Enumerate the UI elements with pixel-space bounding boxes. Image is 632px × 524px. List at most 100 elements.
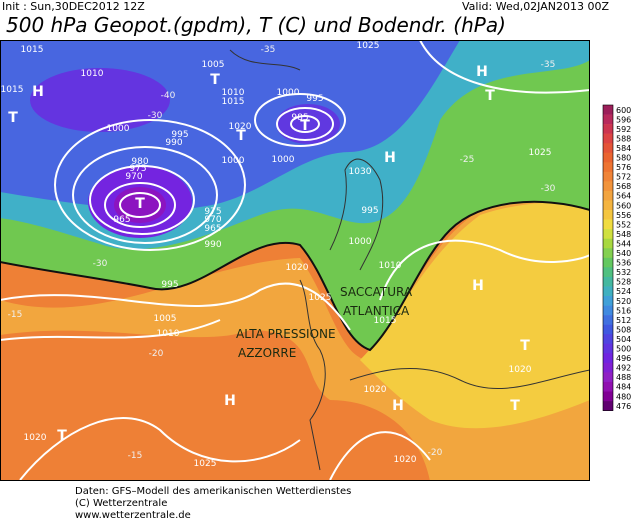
isoline-label: -25 <box>460 155 475 165</box>
isoline-label: 980 <box>131 157 148 167</box>
scale-cell <box>603 124 613 134</box>
footer-line: www.wetterzentrale.de <box>75 510 191 519</box>
scale-cell <box>603 267 613 278</box>
pressure-center: T <box>485 88 495 104</box>
scale-cell <box>603 372 613 383</box>
coastlines <box>229 49 590 471</box>
scale-cell <box>603 248 613 259</box>
isoline-label: -40 <box>161 91 176 101</box>
scale-cell <box>603 286 613 297</box>
scale-label: 572 <box>616 173 631 182</box>
field-yellow <box>360 202 590 429</box>
scale-cell <box>603 238 613 249</box>
scale-cell <box>603 401 613 411</box>
pressure-center: T <box>236 128 246 144</box>
pressure-center: H <box>392 398 404 414</box>
scale-cell <box>603 219 613 230</box>
scale-label: 544 <box>616 239 631 248</box>
scale-label: 576 <box>616 163 631 172</box>
scale-label: 600 <box>616 106 631 115</box>
scale-cell <box>603 114 613 125</box>
isoline-label: 1020 <box>229 122 252 132</box>
map-frame <box>0 40 590 481</box>
isoline-label: -30 <box>541 184 556 194</box>
scale-label: 504 <box>616 335 631 344</box>
scale-label: 580 <box>616 154 631 163</box>
field-purple <box>30 68 170 132</box>
isoline-label: 990 <box>165 138 182 148</box>
isoline-label: 1020 <box>364 385 387 395</box>
scale-label: 556 <box>616 211 631 220</box>
isoline-label: 965 <box>113 215 130 225</box>
scale-label: 528 <box>616 278 631 287</box>
scale-label: 476 <box>616 402 631 411</box>
isoline-label: 1010 <box>81 69 104 79</box>
scale-cell <box>603 391 613 402</box>
scale-label: 560 <box>616 201 631 210</box>
isoline-label: 985 <box>291 113 308 123</box>
scale-cell <box>603 324 613 335</box>
scale-label: 584 <box>616 144 631 153</box>
isoline-label: -30 <box>148 111 163 121</box>
pressure-center: T <box>520 338 530 354</box>
isoline-label: 1020 <box>509 365 532 375</box>
isoline-label: 1015 <box>1 85 24 95</box>
map-title: 500 hPa Geopot.(gpdm), T (C) und Bodendr… <box>6 13 506 37</box>
scale-cell <box>603 143 613 154</box>
scale-label: 492 <box>616 364 631 373</box>
scale-label: 552 <box>616 220 631 229</box>
annotation: AZZORRE <box>238 346 296 360</box>
annotation: SACCATURA <box>340 285 413 299</box>
isoline-label: 1005 <box>154 314 177 324</box>
scale-cell <box>603 171 613 182</box>
isoline-label: 990 <box>204 240 221 250</box>
scale-cell <box>603 353 613 364</box>
isoline-label: 1015 <box>222 97 245 107</box>
isoline-label: 1000 <box>272 155 295 165</box>
isoline-label: 1025 <box>357 41 380 51</box>
scale-cell <box>603 315 613 325</box>
isoline-label: 1010 <box>157 329 180 339</box>
scale-frame <box>602 104 614 411</box>
isoline-label: 995 <box>361 206 378 216</box>
isoline-label: 1025 <box>529 148 552 158</box>
isoline-label: -15 <box>8 310 23 320</box>
footer: Daten: GFS–Modell des amerikanischen Wet… <box>75 486 351 521</box>
isobars <box>0 40 590 481</box>
scale-label: 500 <box>616 345 631 354</box>
scale-label: 524 <box>616 287 631 296</box>
scale-label: 484 <box>616 383 631 392</box>
color-scale: 6005965925885845805765725685645605565525… <box>602 104 631 411</box>
isoline-label: 1030 <box>349 167 372 177</box>
pressure-center: H <box>384 150 396 166</box>
scale-label: 480 <box>616 392 631 401</box>
scale-cell <box>603 229 613 239</box>
scale-cell <box>603 210 613 220</box>
isoline-label: 1020 <box>24 433 47 443</box>
isoline-label: 970 <box>204 215 221 225</box>
scale-label: 512 <box>616 316 631 325</box>
scale-label: 568 <box>616 182 631 191</box>
scale-cell <box>603 343 613 354</box>
isoline-label: -20 <box>428 448 443 458</box>
annotation: ALTA PRESSIONE <box>236 327 336 341</box>
isoline-label: 1000 <box>222 156 245 166</box>
scale-label: 520 <box>616 297 631 306</box>
scale-label: 564 <box>616 192 631 201</box>
scale-label: 536 <box>616 259 631 268</box>
isoline-label: 975 <box>129 164 146 174</box>
footer-line: Daten: GFS–Modell des amerikanischen Wet… <box>75 486 351 497</box>
isoline-label: 995 <box>161 280 178 290</box>
scale-cell <box>603 200 613 211</box>
pressure-center: H <box>224 393 236 409</box>
scale-label: 488 <box>616 373 631 382</box>
isoline-label: -20 <box>149 349 164 359</box>
isoline-label: -35 <box>541 60 556 70</box>
isoline-label: 1025 <box>309 293 332 303</box>
isoline-label: 1020 <box>286 263 309 273</box>
isoline-label: 995 <box>306 94 323 104</box>
scale-label: 532 <box>616 268 631 277</box>
pressure-center: H <box>472 278 484 294</box>
pressure-center: T <box>8 110 18 126</box>
